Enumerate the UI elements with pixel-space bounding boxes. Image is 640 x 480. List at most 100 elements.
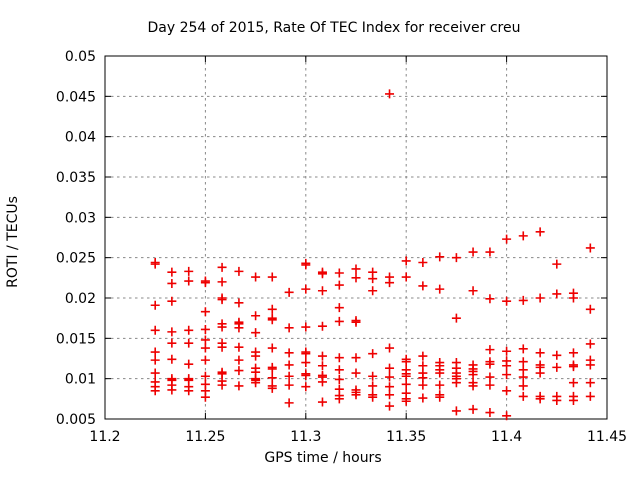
- data-point-marker: [217, 342, 227, 352]
- data-point-marker: [200, 324, 210, 334]
- data-point-marker: [518, 295, 528, 305]
- data-point-marker: [502, 361, 512, 371]
- data-point-marker: [167, 327, 177, 337]
- data-point-marker: [585, 391, 595, 401]
- data-point-marker: [317, 321, 327, 331]
- data-point-marker: [200, 371, 210, 381]
- data-point-marker: [284, 323, 294, 333]
- data-point-marker: [184, 338, 194, 348]
- data-point-marker: [401, 357, 411, 367]
- data-point-marker: [267, 304, 277, 314]
- data-point-marker: [184, 276, 194, 286]
- data-point-marker: [435, 368, 445, 378]
- data-point-marker: [518, 344, 528, 354]
- data-point-marker: [150, 355, 160, 365]
- data-point-marker: [468, 381, 478, 391]
- data-point-marker: [468, 404, 478, 414]
- data-point-marker: [385, 390, 395, 400]
- data-point-marker: [451, 253, 461, 263]
- data-point-marker: [435, 252, 445, 262]
- data-point-marker: [451, 378, 461, 388]
- data-point-marker: [334, 365, 344, 375]
- data-point-marker: [351, 273, 361, 283]
- data-point-marker: [351, 353, 361, 363]
- data-point-marker: [401, 371, 411, 381]
- data-point-marker: [568, 395, 578, 405]
- y-tick-label: 0.04: [65, 130, 96, 146]
- data-point-marker: [435, 392, 445, 402]
- data-point-marker: [334, 268, 344, 278]
- data-point-marker: [334, 353, 344, 363]
- data-point-marker: [200, 343, 210, 353]
- data-point-marker: [485, 359, 495, 369]
- data-point-marker: [267, 272, 277, 282]
- data-point-marker: [251, 378, 261, 388]
- data-point-marker: [485, 247, 495, 257]
- data-point-marker: [351, 317, 361, 327]
- data-point-marker: [334, 394, 344, 404]
- data-point-marker: [234, 266, 244, 276]
- y-tick-label: 0.03: [65, 210, 96, 226]
- data-point-marker: [167, 267, 177, 277]
- data-point-marker: [535, 227, 545, 237]
- data-point-marker: [251, 311, 261, 321]
- plot-area: 11.2 11.25 11.3 11.35 11.4 11.45 0.005 0.01 0.01…: [56, 49, 627, 445]
- y-tick-label: 0.015: [56, 331, 96, 347]
- y-axis-label: ROTI / TECUs: [5, 196, 21, 288]
- data-point-marker: [518, 372, 528, 382]
- data-point-marker: [385, 89, 395, 99]
- data-point-marker: [317, 269, 327, 279]
- data-point-marker: [518, 231, 528, 241]
- data-point-marker: [301, 370, 311, 380]
- data-point-marker: [485, 380, 495, 390]
- data-point-marker: [234, 366, 244, 376]
- data-point-marker: [234, 381, 244, 391]
- data-point-marker: [284, 398, 294, 408]
- data-point-marker: [234, 323, 244, 333]
- data-point-marker: [502, 386, 512, 396]
- data-point-marker: [401, 379, 411, 389]
- data-point-marker: [317, 351, 327, 361]
- data-point-marker: [585, 243, 595, 253]
- data-point-marker: [535, 394, 545, 404]
- data-point-marker: [385, 382, 395, 392]
- data-point-marker: [568, 378, 578, 388]
- data-point-marker: [485, 408, 495, 418]
- data-point-marker: [150, 325, 160, 335]
- data-point-marker: [568, 348, 578, 358]
- data-point-marker: [267, 373, 277, 383]
- data-point-marker: [502, 234, 512, 244]
- data-point-marker: [217, 277, 227, 287]
- data-point-marker: [535, 293, 545, 303]
- y-tick-label: 0.035: [56, 170, 96, 186]
- data-point-marker: [502, 346, 512, 356]
- data-point-marker: [317, 286, 327, 296]
- data-point-marker: [368, 286, 378, 296]
- data-point-marker: [401, 272, 411, 282]
- data-point-marker: [234, 298, 244, 308]
- data-point-marker: [552, 289, 562, 299]
- data-point-marker: [502, 370, 512, 380]
- data-point-marker: [385, 278, 395, 288]
- data-point-marker: [200, 335, 210, 345]
- data-point-marker: [385, 363, 395, 373]
- x-tick-label: 11.45: [587, 429, 627, 445]
- data-point-marker: [167, 385, 177, 395]
- x-tick-label: 11.4: [491, 429, 522, 445]
- data-point-marker: [200, 355, 210, 365]
- data-point-marker: [334, 303, 344, 313]
- data-point-marker: [334, 374, 344, 384]
- data-point-marker: [368, 392, 378, 402]
- data-point-marker: [518, 391, 528, 401]
- data-point-marker: [418, 258, 428, 268]
- data-point-marker: [200, 392, 210, 402]
- data-point-marker: [418, 380, 428, 390]
- data-point-marker: [150, 368, 160, 378]
- data-point-marker: [351, 368, 361, 378]
- data-point-marker: [284, 287, 294, 297]
- data-point-marker: [317, 377, 327, 387]
- data-point-marker: [552, 259, 562, 269]
- data-point-marker: [368, 381, 378, 391]
